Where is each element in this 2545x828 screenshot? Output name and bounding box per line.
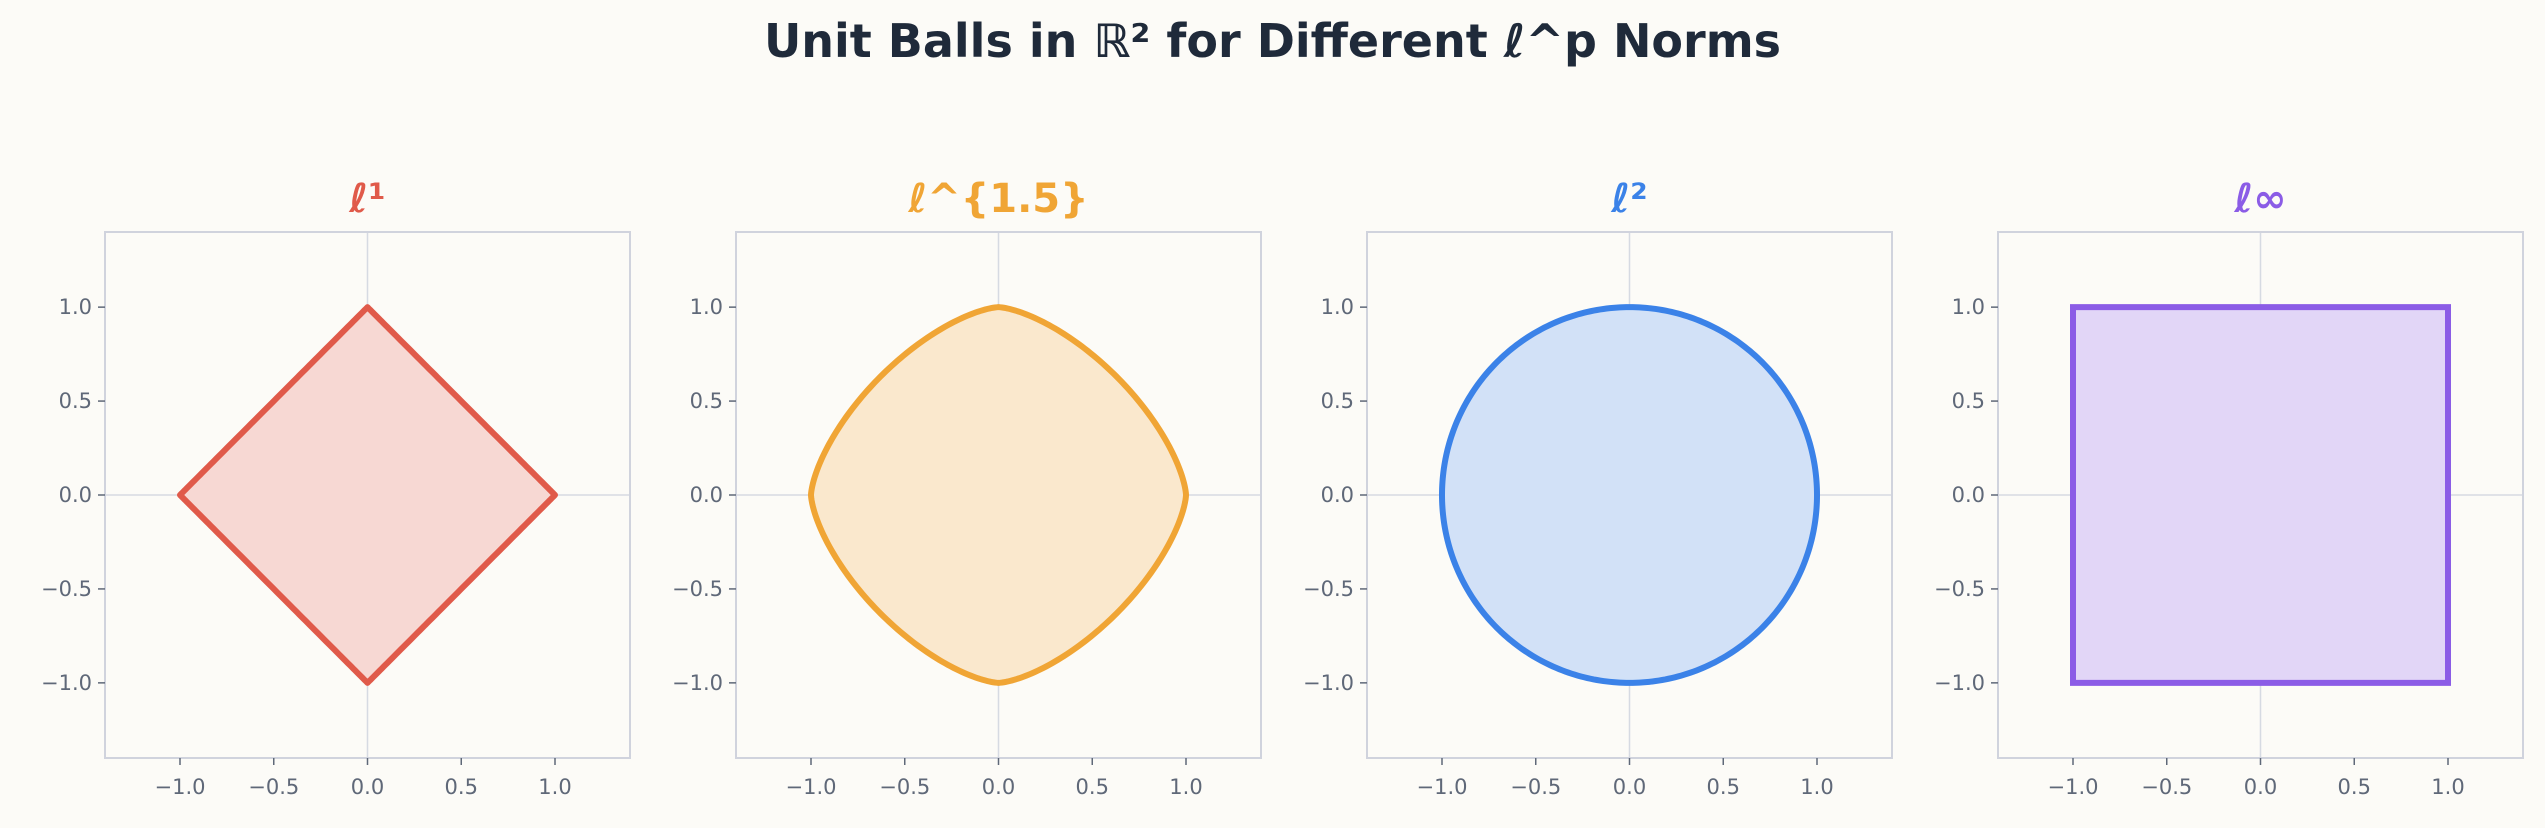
panel-1: −1.0 −0.5 0.0 0.5 1.0 −1.0 −0.5 0.0 0.5 1.0 ℓ¹ bbox=[41, 176, 631, 799]
x-tick-label: −1.0 bbox=[2048, 775, 2099, 799]
unit-ball-boundary bbox=[808, 304, 1189, 686]
panel-title: ℓ¹ bbox=[348, 176, 385, 222]
x-tick-label: −1.0 bbox=[786, 775, 837, 799]
y-tick-label: 0.5 bbox=[1321, 389, 1354, 413]
panel-title: ℓ^{1.5} bbox=[907, 176, 1088, 222]
x-tick-label: −1.0 bbox=[155, 775, 206, 799]
panel-title: ℓ² bbox=[1610, 176, 1647, 222]
y-tick-label: 0.5 bbox=[1952, 389, 1985, 413]
y-tick-label: −0.5 bbox=[1303, 577, 1354, 601]
y-tick-label: 0.0 bbox=[59, 483, 92, 507]
x-tick-label: 0.5 bbox=[1076, 775, 1109, 799]
x-tick-label: 0.5 bbox=[2338, 775, 2371, 799]
unit-ball-boundary bbox=[2070, 304, 2451, 686]
unit-ball-boundary bbox=[177, 304, 558, 686]
y-tick-label: 1.0 bbox=[1321, 295, 1354, 319]
x-tick-label: −0.5 bbox=[1510, 775, 1561, 799]
y-tick-label: 1.0 bbox=[59, 295, 92, 319]
panel-2: −1.0 −0.5 0.0 0.5 1.0 −1.0 −0.5 0.0 0.5 1.0 ℓ^{1.5… bbox=[672, 176, 1262, 799]
y-tick-label: 0.0 bbox=[690, 483, 723, 507]
y-tick-label: 0.5 bbox=[690, 389, 723, 413]
x-tick-label: 0.0 bbox=[351, 775, 384, 799]
y-tick-label: 1.0 bbox=[690, 295, 723, 319]
y-tick-label: 1.0 bbox=[1952, 295, 1985, 319]
x-tick-label: 1.0 bbox=[1800, 775, 1833, 799]
unit-ball-fill bbox=[811, 307, 1186, 683]
x-tick-label: −1.0 bbox=[1417, 775, 1468, 799]
y-tick-label: 0.5 bbox=[59, 389, 92, 413]
x-tick-label: −0.5 bbox=[879, 775, 930, 799]
panel-3: −1.0 −0.5 0.0 0.5 1.0 −1.0 −0.5 0.0 0.5 1.0 ℓ² bbox=[1303, 176, 1893, 799]
y-tick-label: −0.5 bbox=[672, 577, 723, 601]
figure-title: Unit Balls in ℝ² for Different ℓ^p Norms bbox=[763, 14, 1782, 68]
x-tick-label: 0.0 bbox=[982, 775, 1015, 799]
x-tick-label: −0.5 bbox=[248, 775, 299, 799]
x-tick-label: 0.0 bbox=[1613, 775, 1646, 799]
y-tick-label: −1.0 bbox=[41, 671, 92, 695]
y-tick-label: 0.0 bbox=[1952, 483, 1985, 507]
x-tick-label: 0.5 bbox=[445, 775, 478, 799]
unit-ball-fill bbox=[2073, 307, 2448, 683]
x-tick-label: −0.5 bbox=[2141, 775, 2192, 799]
panel-4: −1.0 −0.5 0.0 0.5 1.0 −1.0 −0.5 0.0 0.5 1.0 ℓ∞ bbox=[1934, 176, 2524, 799]
y-tick-label: −0.5 bbox=[41, 577, 92, 601]
x-tick-label: 1.0 bbox=[1169, 775, 1202, 799]
unit-ball-fill bbox=[1442, 307, 1817, 683]
y-tick-label: 0.0 bbox=[1321, 483, 1354, 507]
x-tick-label: 0.5 bbox=[1707, 775, 1740, 799]
panel-title: ℓ∞ bbox=[2233, 176, 2286, 222]
y-tick-label: −1.0 bbox=[1303, 671, 1354, 695]
y-tick-label: −1.0 bbox=[672, 671, 723, 695]
y-tick-label: −1.0 bbox=[1934, 671, 1985, 695]
x-tick-label: 1.0 bbox=[538, 775, 571, 799]
unit-ball-fill bbox=[180, 307, 555, 683]
x-tick-label: 0.0 bbox=[2244, 775, 2277, 799]
y-tick-label: −0.5 bbox=[1934, 577, 1985, 601]
unit-ball-boundary bbox=[1439, 304, 1820, 686]
x-tick-label: 1.0 bbox=[2431, 775, 2464, 799]
